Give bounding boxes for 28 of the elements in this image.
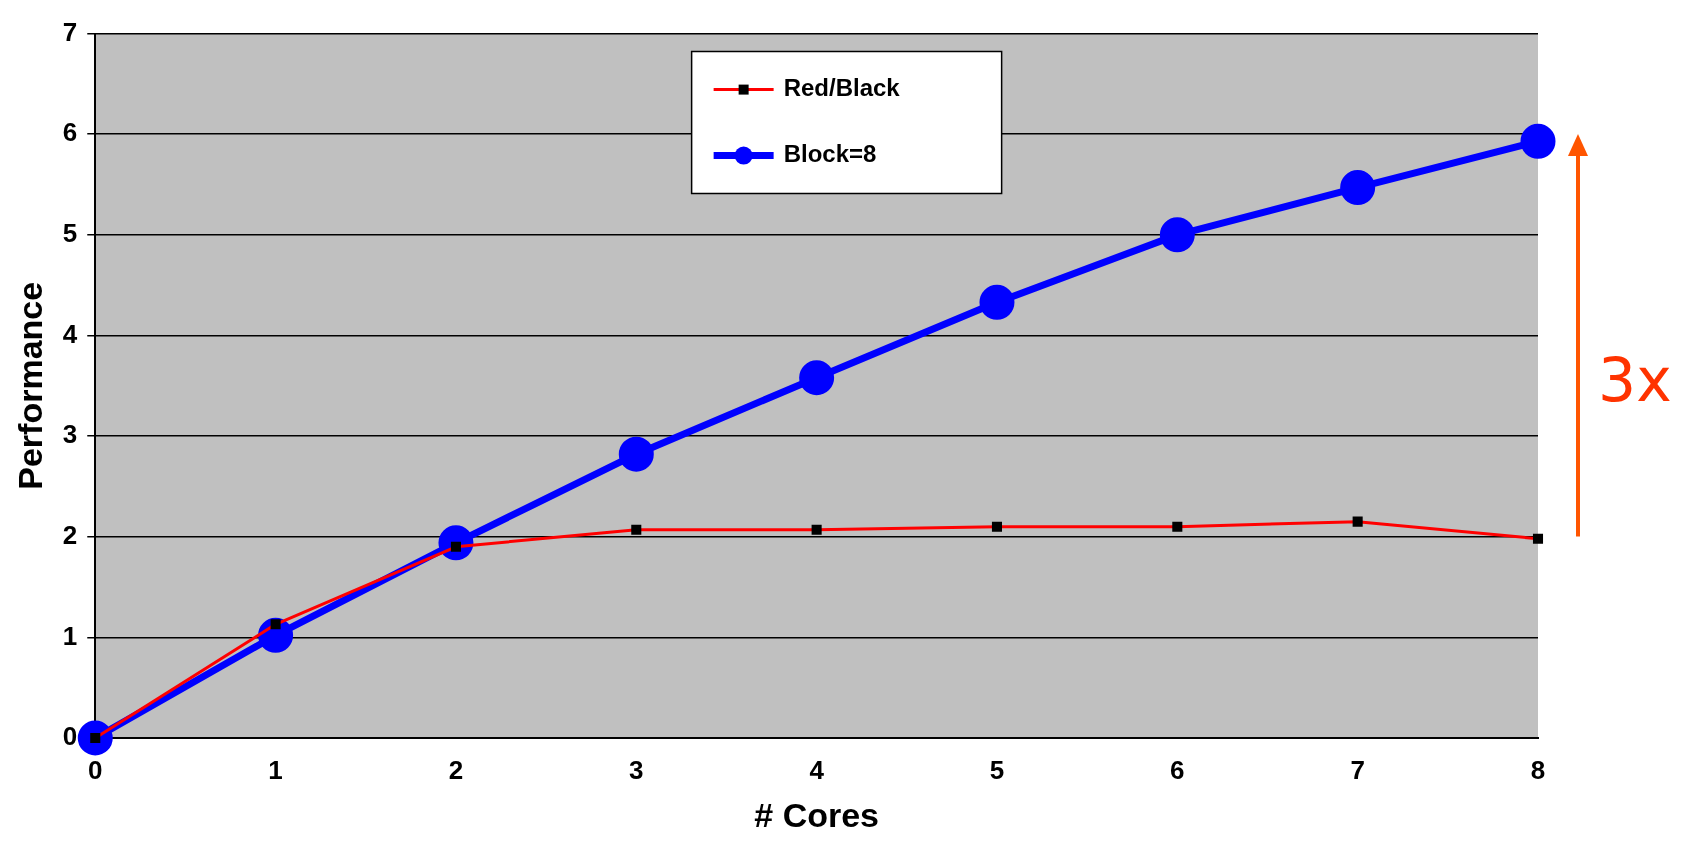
x-tick-label: 6: [1170, 754, 1185, 785]
x-axis-title: # Cores: [754, 795, 879, 834]
legend-label: Block=8: [783, 140, 877, 168]
legend-label: Red/Black: [783, 74, 901, 102]
x-tick-label: 2: [448, 754, 464, 785]
y-tick-label: 0: [62, 721, 78, 752]
point: [799, 360, 835, 396]
x-tick-label: 1: [268, 754, 283, 785]
x-tick-label: 3: [629, 754, 644, 785]
y-tick-label: 4: [62, 318, 78, 349]
y-tick-label: 3: [62, 419, 78, 450]
y-tick-label: 1: [62, 620, 78, 651]
x-tick-label: 5: [989, 754, 1005, 785]
y-axis-title: Performance: [10, 281, 49, 490]
x-tick-label: 0: [88, 754, 103, 785]
x-tick-label: 4: [809, 754, 825, 785]
y-tick-label: 2: [62, 519, 78, 550]
point: [979, 284, 1015, 320]
point: [618, 436, 654, 472]
point: [1340, 170, 1376, 206]
x-tick-label: 8: [1530, 754, 1546, 785]
y-tick-label: 6: [62, 117, 78, 148]
text: 3x: [1598, 345, 1672, 416]
y-tick-label: 5: [62, 218, 78, 249]
x-tick-label: 7: [1350, 754, 1365, 785]
point: [1159, 217, 1195, 253]
point: [1520, 123, 1556, 159]
y-tick-label: 7: [62, 16, 78, 47]
